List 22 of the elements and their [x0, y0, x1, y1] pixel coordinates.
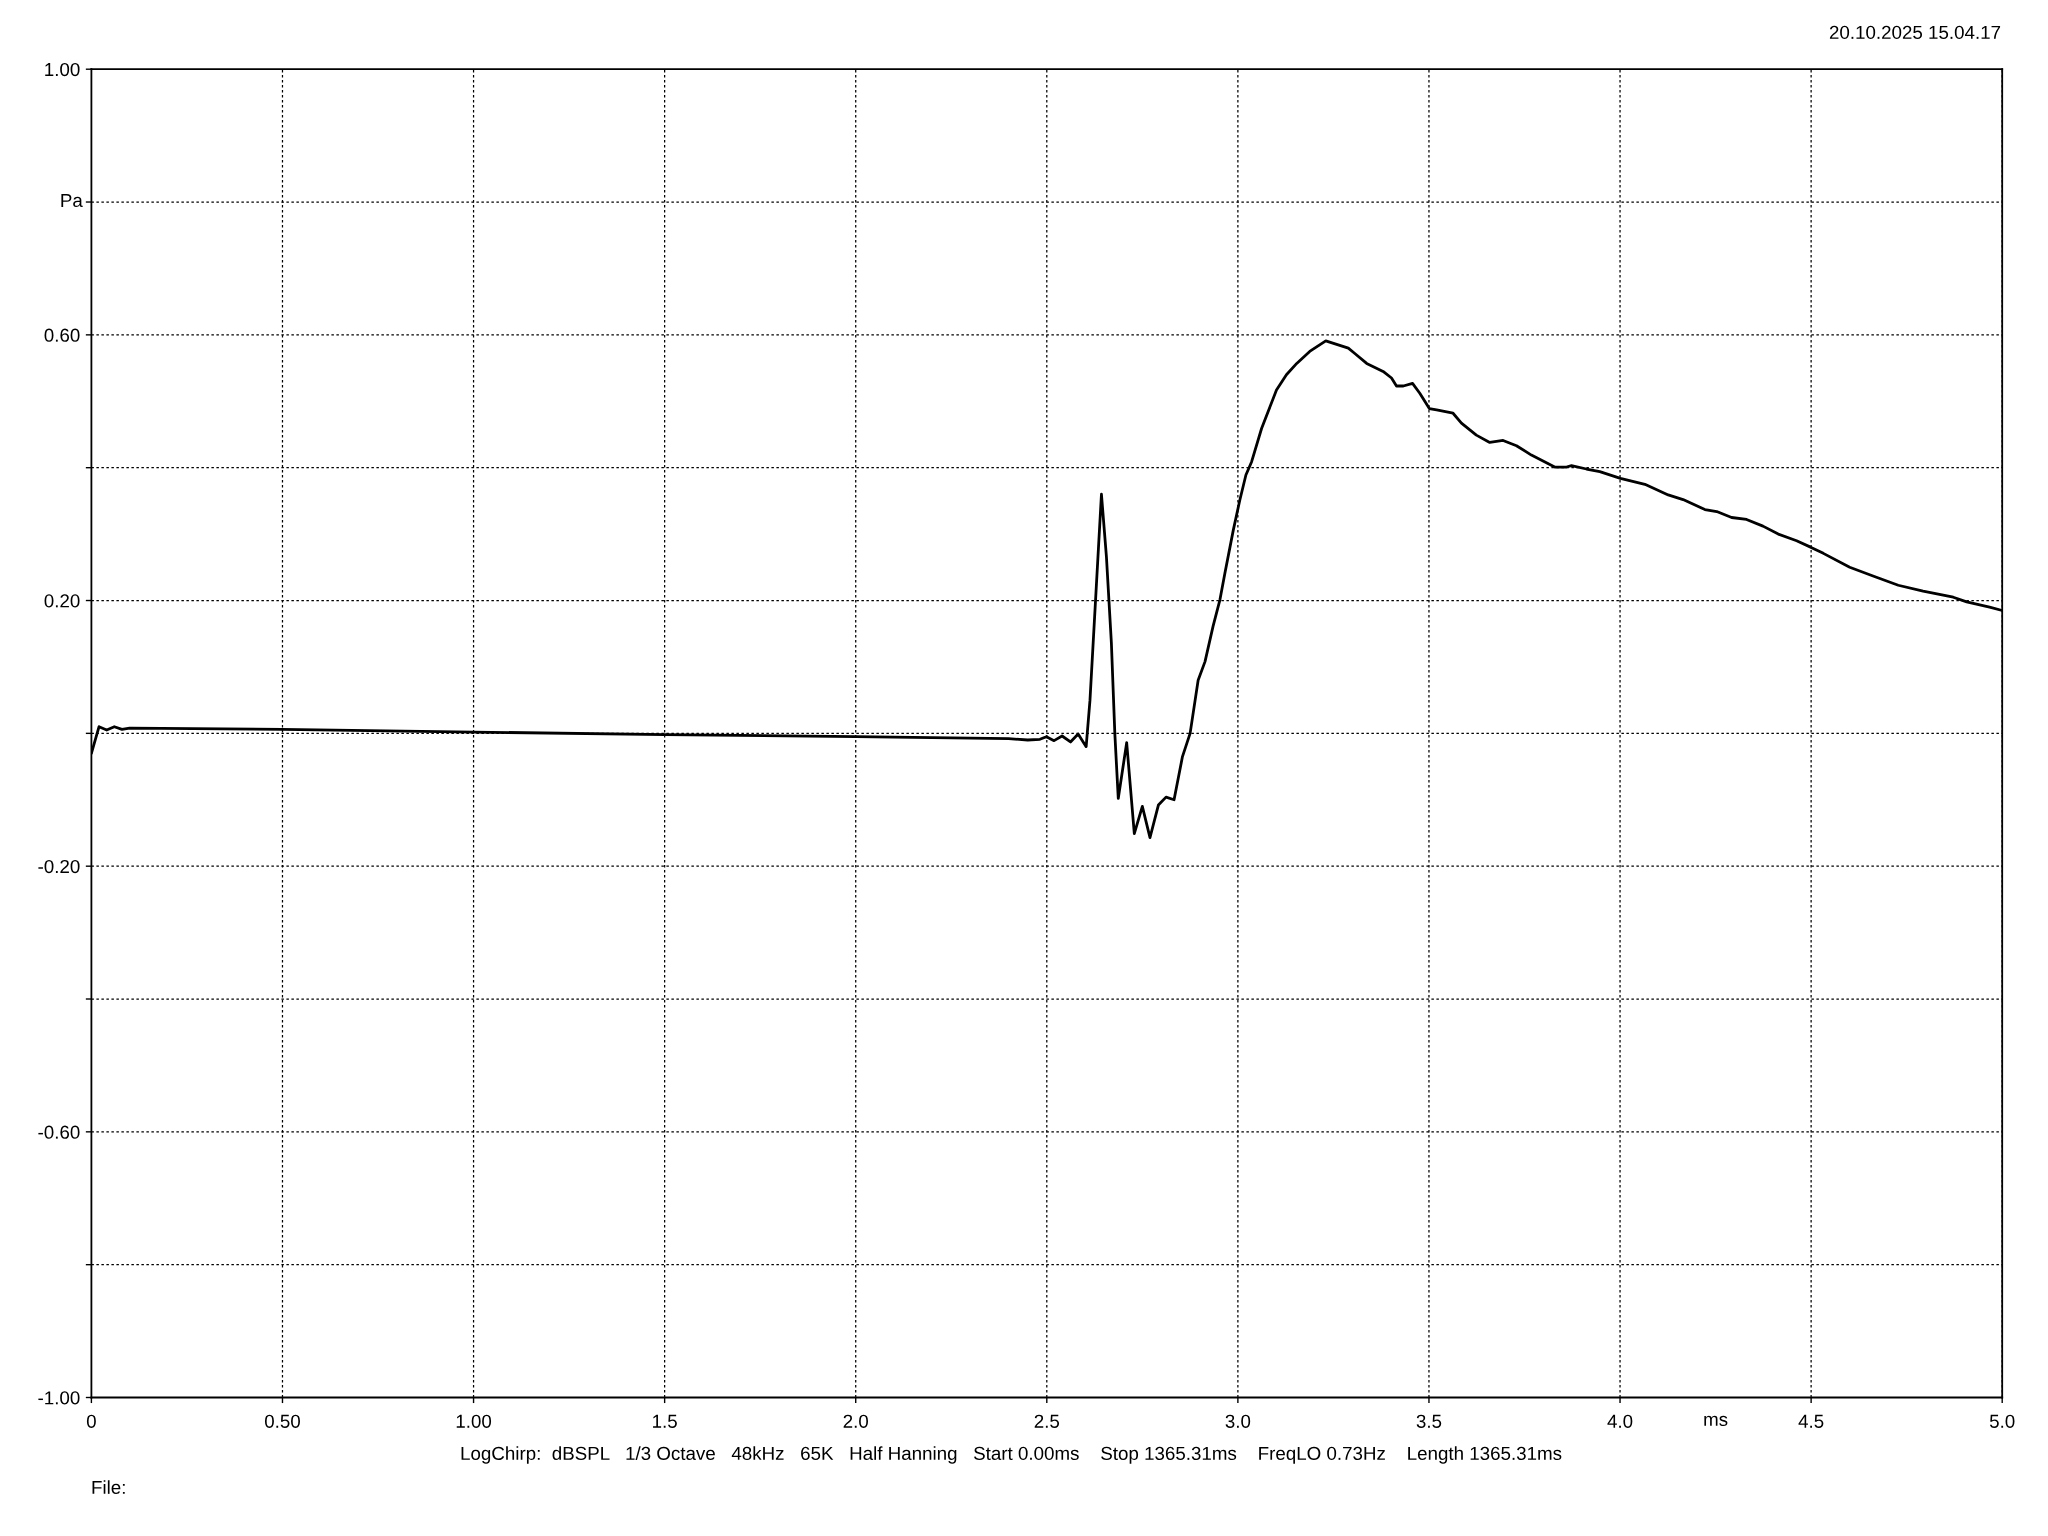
text: LogChirp: dBSPL 1/3 Octave 48kHz 65K Half Hanning Start 0.00ms Stop 1365.31ms FreqLO 0.73Hz Length 1365.31ms [461, 1446, 1562, 1464]
x-tick-label: 3.0 [1225, 1414, 1251, 1428]
x-axis-title: ms [1704, 1415, 1728, 1427]
x-tick-label: 1.00 [456, 1414, 492, 1428]
y-tick-label: -0.20 [38, 859, 80, 874]
y-axis-title: Pa [61, 193, 83, 208]
x-tick-label: 5.0 [1989, 1414, 2015, 1428]
x-tick-label: 4.5 [1798, 1414, 1824, 1428]
x-tick-label: 0 [86, 1414, 96, 1428]
text: 20.10.2025 15.04.17 [1829, 25, 2001, 40]
x-tick-label: 1.5 [653, 1414, 677, 1428]
x-tick-label: 2.5 [1034, 1414, 1060, 1428]
y-tick-label: 1.00 [45, 62, 80, 77]
x-tick-label: 0.50 [264, 1414, 300, 1428]
y-tick-label: -1.00 [38, 1391, 80, 1405]
y-tick-label: 0.20 [44, 594, 80, 608]
x-tick-label: 2.0 [843, 1414, 869, 1428]
text: File: [92, 1480, 125, 1495]
y-tick-label: 0.60 [44, 328, 80, 342]
x-tick-label: 3.5 [1416, 1414, 1442, 1428]
x-tick-label: 4.0 [1607, 1414, 1633, 1428]
y-tick-label: -0.60 [38, 1125, 80, 1139]
